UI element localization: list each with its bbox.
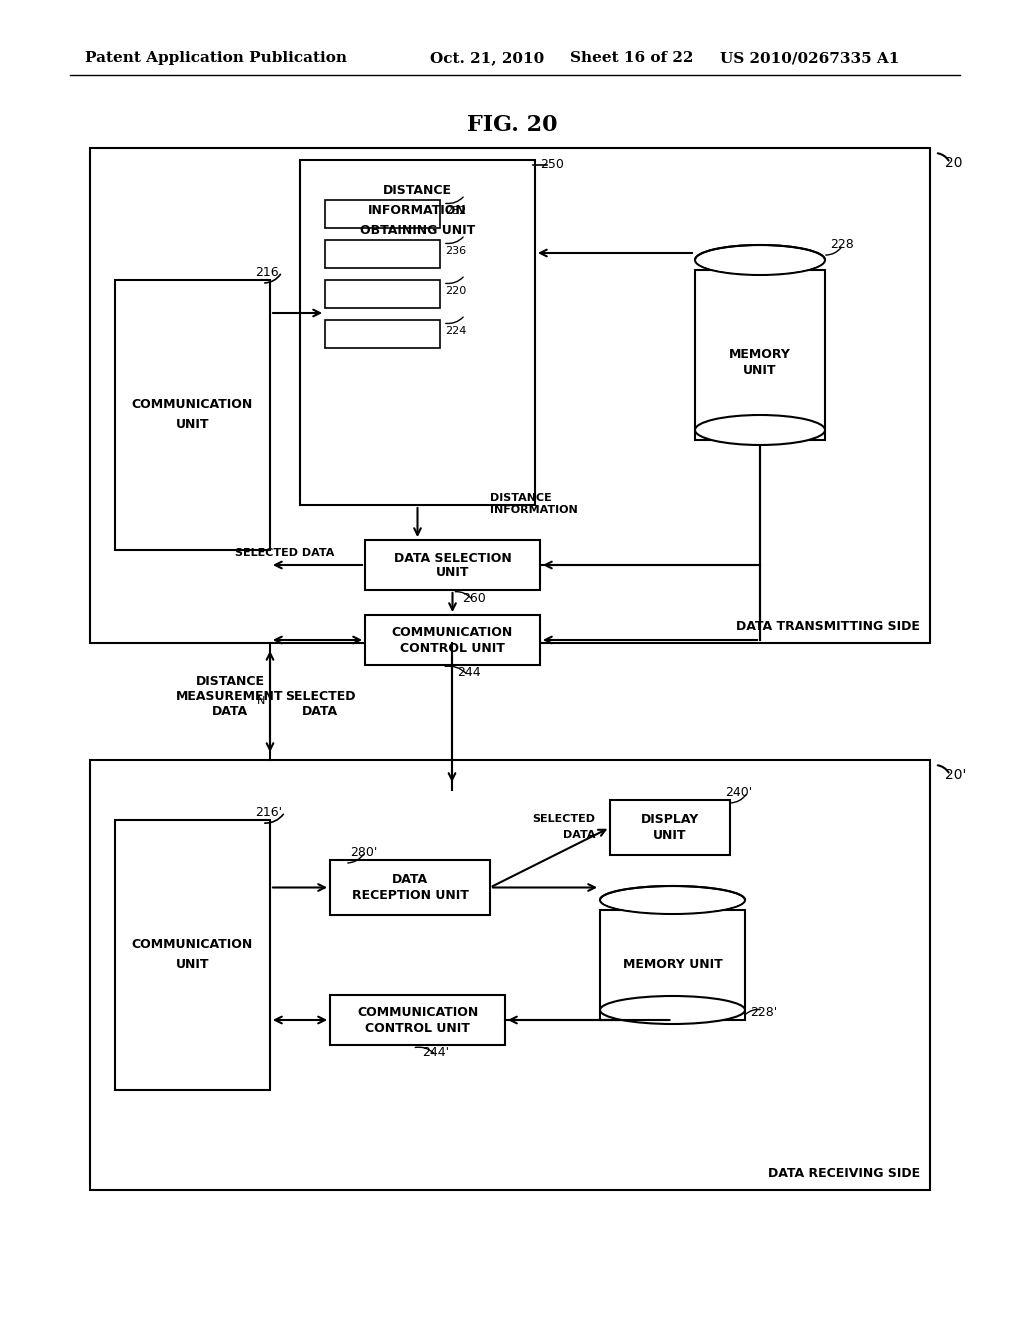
Text: N: N	[257, 697, 265, 706]
Bar	[325, 240, 440, 268]
Text: 232: 232	[445, 206, 466, 216]
Text: DISTANCE: DISTANCE	[490, 492, 552, 503]
Text: COMMUNICATION: COMMUNICATION	[132, 939, 253, 952]
Bar	[365, 540, 540, 590]
Text: SELECTED: SELECTED	[532, 814, 595, 825]
Text: 228: 228	[830, 239, 854, 252]
Text: INFORMATION: INFORMATION	[368, 203, 467, 216]
Text: 224: 224	[445, 326, 466, 337]
Text: DATA TRANSMITTING SIDE: DATA TRANSMITTING SIDE	[736, 620, 920, 634]
Text: 216': 216'	[255, 805, 283, 818]
Text: 216: 216	[255, 265, 279, 279]
Text: COMMUNICATION: COMMUNICATION	[132, 399, 253, 412]
Text: DATA: DATA	[562, 830, 595, 841]
Bar	[325, 201, 440, 228]
Text: DISPLAY: DISPLAY	[641, 813, 699, 826]
Bar	[330, 995, 505, 1045]
Text: DATA: DATA	[212, 705, 248, 718]
Text: MEMORY UNIT: MEMORY UNIT	[623, 958, 722, 972]
Text: DATA: DATA	[392, 873, 428, 886]
Text: UNIT: UNIT	[176, 418, 209, 432]
Ellipse shape	[695, 246, 825, 275]
Text: UNIT: UNIT	[743, 363, 777, 376]
Bar	[115, 820, 270, 1090]
Bar	[300, 160, 535, 506]
Bar	[115, 280, 270, 550]
Text: COMMUNICATION: COMMUNICATION	[392, 627, 513, 639]
Text: DATA: DATA	[302, 705, 338, 718]
Text: Patent Application Publication: Patent Application Publication	[85, 51, 347, 65]
Text: DATA SELECTION: DATA SELECTION	[393, 552, 511, 565]
Text: UNIT: UNIT	[176, 958, 209, 972]
Text: 244: 244	[458, 667, 481, 680]
Ellipse shape	[696, 247, 823, 273]
Text: US 2010/0267335 A1: US 2010/0267335 A1	[720, 51, 899, 65]
Ellipse shape	[601, 887, 743, 912]
Text: 20: 20	[945, 156, 963, 170]
Text: 236: 236	[445, 246, 466, 256]
Text: SELECTED: SELECTED	[285, 690, 355, 704]
Bar	[600, 909, 745, 1020]
Bar	[325, 280, 440, 308]
Text: 244': 244'	[423, 1047, 450, 1060]
Bar	[90, 148, 930, 643]
Text: FIG. 20: FIG. 20	[467, 114, 557, 136]
Text: 250: 250	[540, 158, 564, 172]
Bar	[365, 615, 540, 665]
Text: Sheet 16 of 22: Sheet 16 of 22	[570, 51, 693, 65]
Text: RECEPTION UNIT: RECEPTION UNIT	[351, 888, 468, 902]
Text: DISTANCE: DISTANCE	[383, 183, 452, 197]
Text: 220: 220	[445, 286, 466, 296]
Ellipse shape	[600, 997, 745, 1024]
Bar	[330, 861, 490, 915]
Bar	[695, 271, 825, 440]
Bar	[610, 800, 730, 855]
Text: COMMUNICATION: COMMUNICATION	[357, 1006, 478, 1019]
Text: MEASUREMENT: MEASUREMENT	[176, 690, 284, 704]
Text: 260: 260	[463, 591, 486, 605]
Bar	[90, 760, 930, 1191]
Text: DISTANCE: DISTANCE	[196, 675, 264, 688]
Text: 280': 280'	[350, 846, 378, 858]
Text: CONTROL UNIT: CONTROL UNIT	[400, 642, 505, 655]
Text: UNIT: UNIT	[653, 829, 687, 842]
Text: 20': 20'	[945, 768, 967, 781]
Text: CONTROL UNIT: CONTROL UNIT	[366, 1022, 470, 1035]
Text: Oct. 21, 2010: Oct. 21, 2010	[430, 51, 544, 65]
Text: SELECTED DATA: SELECTED DATA	[236, 548, 335, 558]
Text: OBTAINING UNIT: OBTAINING UNIT	[359, 223, 475, 236]
Text: UNIT: UNIT	[436, 566, 469, 579]
Text: MEMORY: MEMORY	[729, 348, 791, 362]
Text: 228': 228'	[750, 1006, 777, 1019]
Ellipse shape	[695, 414, 825, 445]
Text: 240': 240'	[725, 785, 753, 799]
Bar	[325, 319, 440, 348]
Ellipse shape	[600, 886, 745, 913]
Text: DATA RECEIVING SIDE: DATA RECEIVING SIDE	[768, 1167, 920, 1180]
Text: INFORMATION: INFORMATION	[490, 506, 578, 515]
